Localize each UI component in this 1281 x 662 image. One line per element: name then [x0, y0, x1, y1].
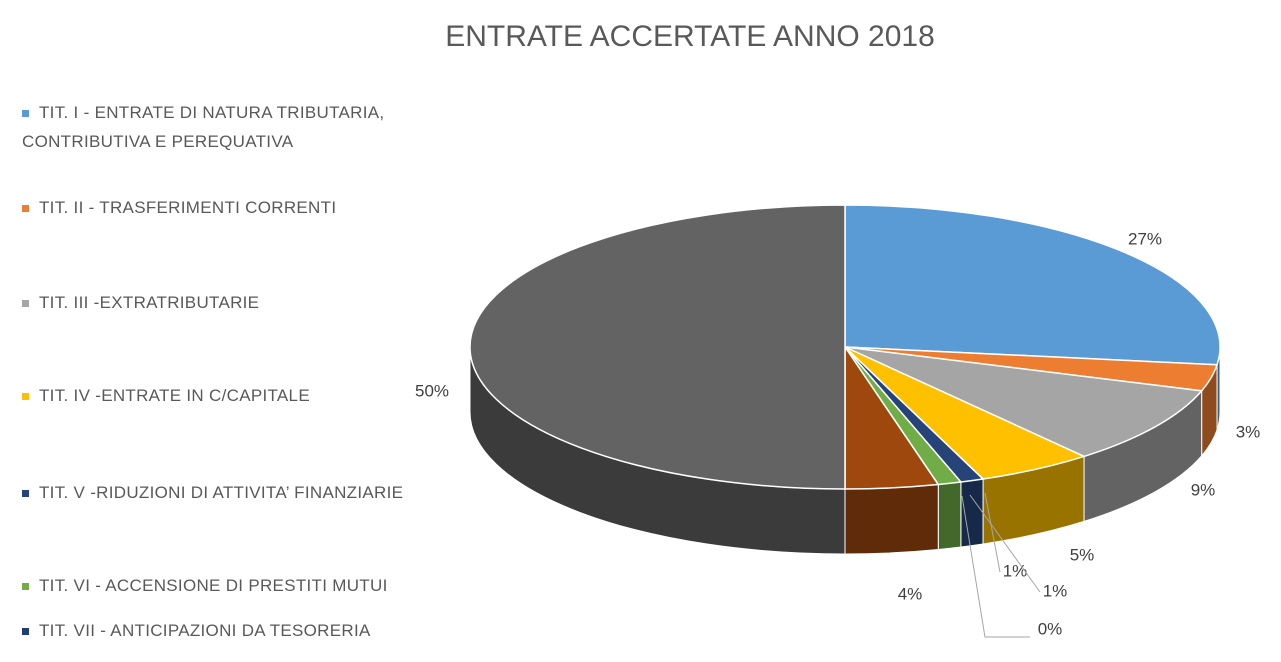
legend-item: TIT. VI - ACCENSIONE DI PRESTITI MUTUI — [22, 571, 422, 600]
data-label: 9% — [1191, 480, 1216, 499]
slice-side — [937, 481, 962, 551]
legend-label: TIT. IV -ENTRATE IN C/CAPITALE — [39, 386, 310, 405]
data-label: 1% — [1003, 561, 1028, 580]
legend-label: TIT. II - TRASFERIMENTI CORRENTI — [39, 198, 337, 217]
legend-label: TIT. VII - ANTICIPAZIONI DA TESORERIA — [39, 621, 371, 640]
data-label: 1% — [1043, 581, 1068, 600]
legend-swatch — [22, 393, 29, 401]
chart-title: ENTRATE ACCERTATE ANNO 2018 — [445, 20, 935, 53]
leader-line — [984, 492, 1001, 573]
legend-item: TIT. IV -ENTRATE IN C/CAPITALE — [22, 381, 422, 410]
slice — [844, 346, 1204, 458]
legend-label: TIT. I - ENTRATE DI NATURA TRIBUTARIA, C… — [22, 103, 385, 151]
legend-swatch — [22, 583, 29, 591]
leader-line — [961, 495, 1030, 638]
legend-item: TIT. III -EXTRATRIBUTARIE — [22, 288, 422, 317]
legend-swatch — [22, 110, 29, 118]
legend-label: TIT. VI - ACCENSIONE DI PRESTITI MUTUI — [39, 576, 388, 595]
leader-line — [969, 494, 1041, 593]
legend-swatch — [22, 490, 29, 498]
data-label: 27% — [1128, 229, 1162, 248]
legend-item: TIT. VII - ANTICIPAZIONI DA TESORERIA — [22, 616, 422, 645]
legend-label: TIT. III -EXTRATRIBUTARIE — [39, 293, 260, 312]
legend-swatch — [22, 205, 29, 213]
legend-item: TIT. V -RIDUZIONI DI ATTIVITA’ FINANZIAR… — [22, 478, 422, 507]
data-label: 5% — [1070, 545, 1095, 564]
data-label: 50% — [415, 381, 449, 400]
legend-item: TIT. I - ENTRATE DI NATURA TRIBUTARIA, C… — [22, 98, 422, 156]
slice-side — [960, 478, 984, 548]
data-label: 0% — [1038, 619, 1063, 638]
legend-swatch — [22, 628, 29, 636]
data-label: 3% — [1236, 422, 1261, 441]
legend-label: TIT. V -RIDUZIONI DI ATTIVITA’ FINANZIAR… — [39, 483, 404, 502]
slice — [844, 204, 1221, 366]
legend-item: TIT. II - TRASFERIMENTI CORRENTI — [22, 193, 422, 222]
legend-swatch — [22, 300, 29, 308]
slice-side — [844, 483, 939, 555]
data-label: 4% — [898, 584, 923, 603]
slice — [469, 204, 846, 490]
